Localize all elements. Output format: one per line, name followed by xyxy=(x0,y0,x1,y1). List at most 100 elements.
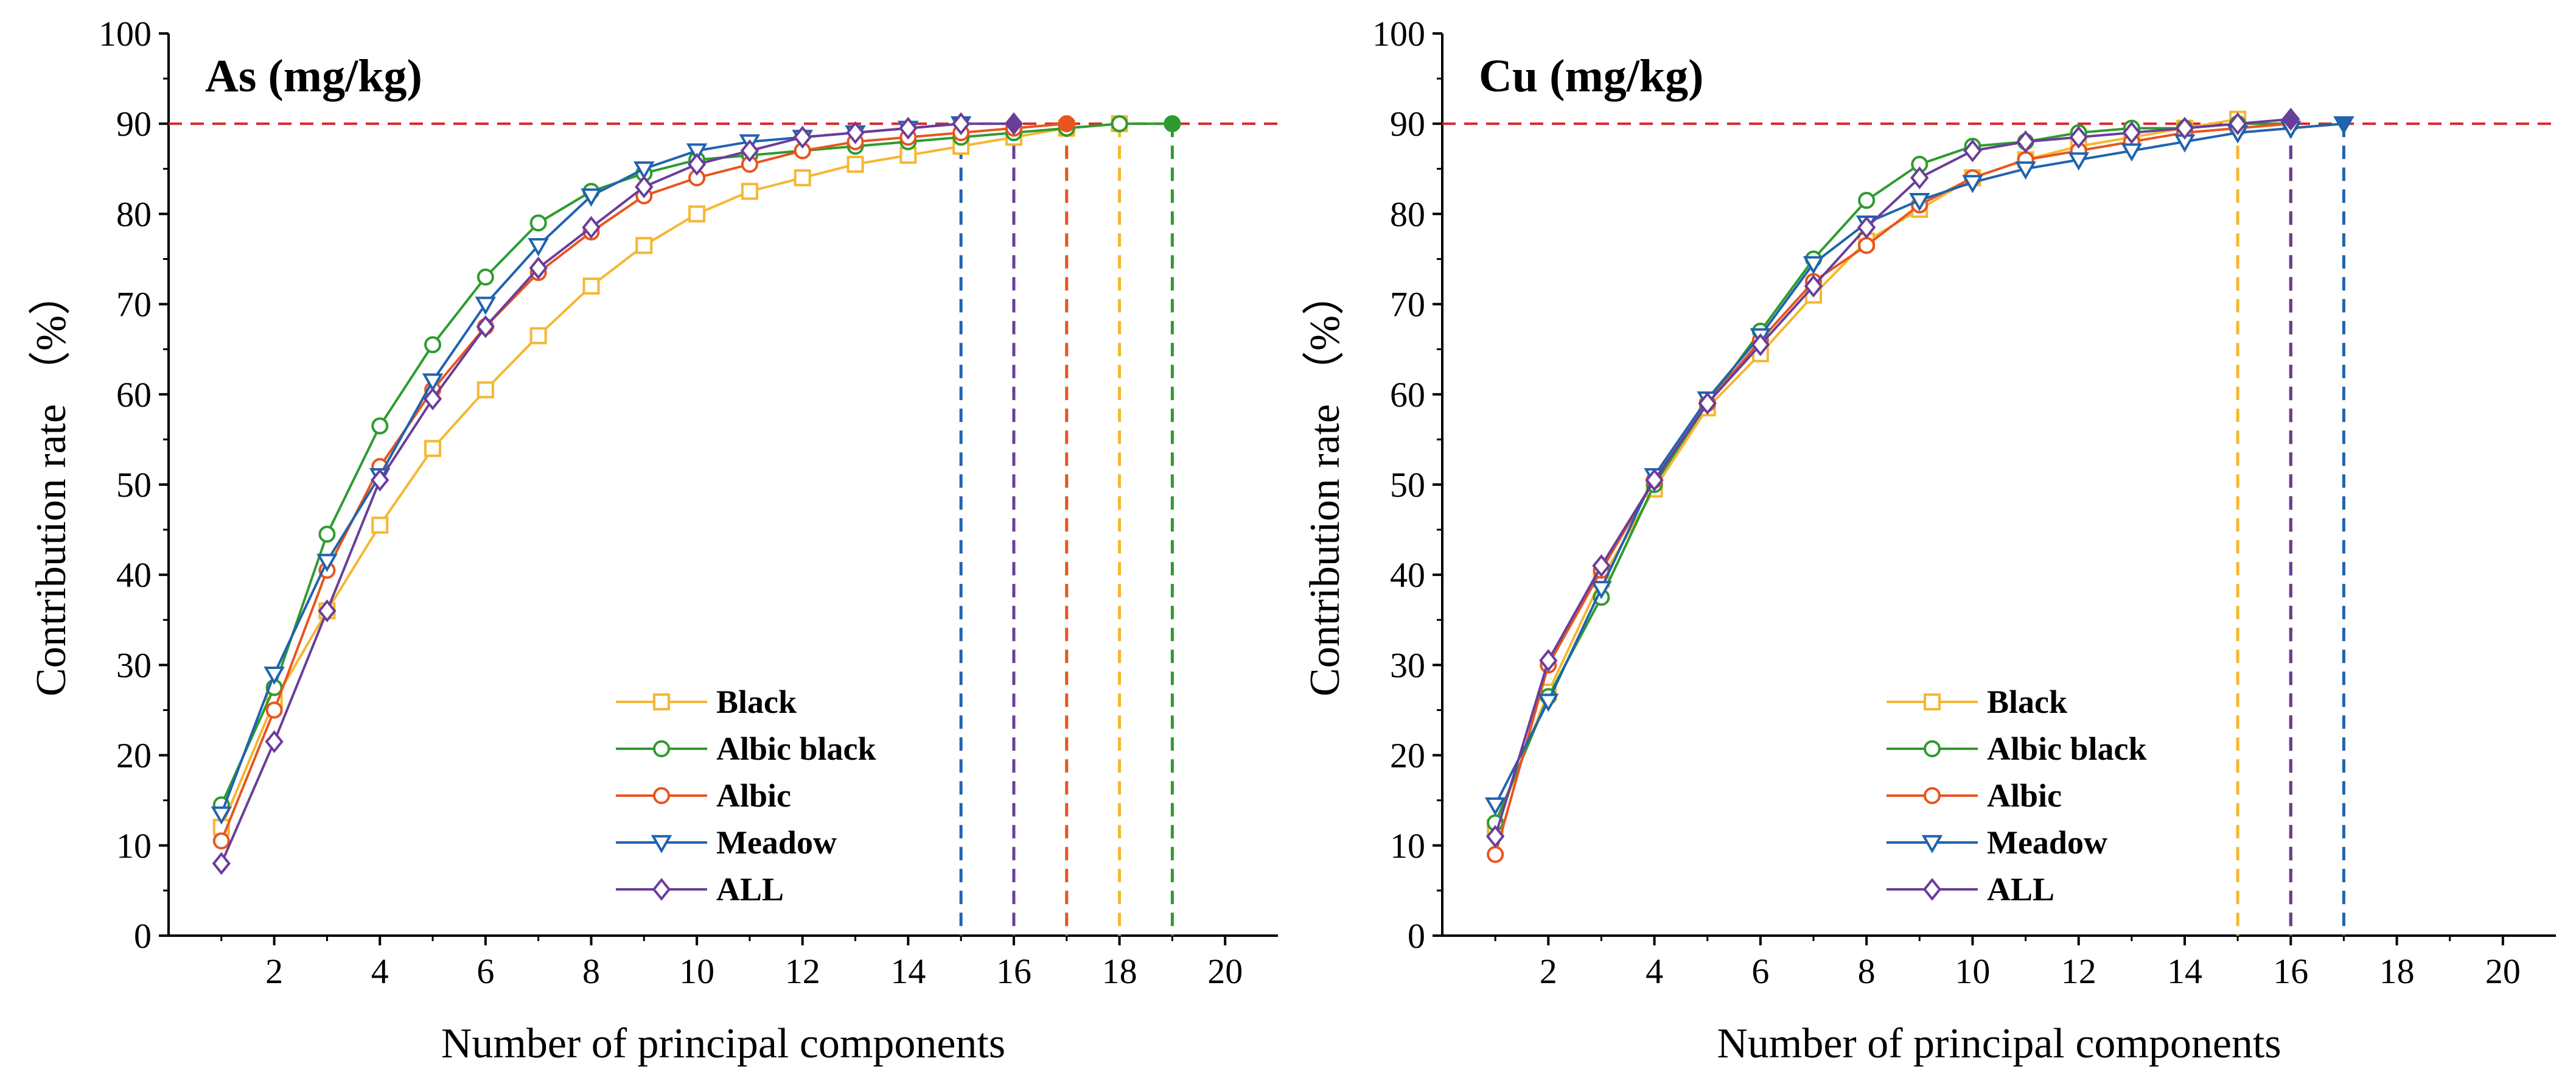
data-point xyxy=(475,296,497,315)
y-axis-title: Contribution rate （%） xyxy=(1302,273,1349,696)
data-point xyxy=(1645,468,1664,492)
data-point xyxy=(1484,797,1506,816)
data-point xyxy=(423,387,442,410)
series-all xyxy=(212,112,1024,875)
panel-title: As (mg/kg) xyxy=(205,51,422,102)
x-axis-title: Number of principal components xyxy=(441,1020,1005,1067)
x-tick-label: 6 xyxy=(1751,951,1769,991)
data-point xyxy=(1909,192,1930,211)
x-tick-label: 18 xyxy=(2379,951,2415,991)
data-point xyxy=(371,516,389,534)
data-point xyxy=(528,238,549,257)
x-tick-label: 20 xyxy=(2485,951,2521,991)
legend-label: ALL xyxy=(716,871,784,908)
x-tick-label: 8 xyxy=(582,951,600,991)
x-tick-label: 12 xyxy=(2061,951,2096,991)
x-tick-label: 10 xyxy=(679,951,714,991)
series-all xyxy=(1485,108,2300,848)
series-line xyxy=(220,122,1014,864)
data-point xyxy=(686,143,708,162)
data-point xyxy=(476,381,494,399)
data-point xyxy=(2175,116,2194,140)
y-tick-label: 20 xyxy=(116,736,152,776)
legend: Black Albic black Albic Meadow ALL xyxy=(1887,684,2147,908)
y-axis-title: Contribution rate （%） xyxy=(28,273,75,696)
x-tick-label: 16 xyxy=(2273,951,2308,991)
data-point xyxy=(634,161,655,180)
data-point xyxy=(476,315,495,338)
data-point xyxy=(741,183,758,200)
y-tick-label: 30 xyxy=(116,645,152,685)
data-point xyxy=(794,169,811,187)
data-point xyxy=(1751,333,1770,357)
y-tick-label: 100 xyxy=(1372,14,1425,54)
legend-label: Black xyxy=(1987,684,2067,720)
end-point xyxy=(1058,115,1075,132)
data-point xyxy=(1963,139,1982,163)
y-tick-label: 0 xyxy=(1408,916,1425,956)
data-point xyxy=(371,417,389,435)
y-tick-label: 60 xyxy=(116,375,152,415)
x-tick-label: 14 xyxy=(890,951,926,991)
legend-label: Meadow xyxy=(1987,824,2107,861)
legend-marker xyxy=(1924,740,1941,757)
data-point xyxy=(951,112,971,135)
data-point xyxy=(316,553,338,572)
data-point xyxy=(2016,130,2035,153)
end-point xyxy=(1005,114,1022,134)
y-tick-label: 20 xyxy=(1390,736,1425,776)
y-tick-label: 30 xyxy=(1390,645,1425,685)
data-point xyxy=(265,701,283,719)
y-tick-label: 50 xyxy=(116,465,152,505)
data-point xyxy=(793,125,812,149)
end-point xyxy=(2335,117,2353,133)
data-point xyxy=(1591,581,1612,600)
data-point xyxy=(1539,649,1558,672)
data-point xyxy=(899,116,918,140)
end-point xyxy=(1164,115,1181,132)
legend: Black Albic black Albic Meadow ALL xyxy=(616,684,876,908)
y-tick-label: 70 xyxy=(116,285,152,324)
data-point xyxy=(264,667,285,685)
y-tick-label: 40 xyxy=(116,555,152,595)
x-tick-label: 2 xyxy=(265,951,283,991)
data-point xyxy=(1485,825,1505,848)
data-point xyxy=(687,153,707,176)
data-point xyxy=(318,525,336,543)
chart-panel-1: 0 10 20 30 40 50 60 70 80 90 100 2 4 6 8 10 12 14 16 18 20 Nu… xyxy=(28,14,1278,1067)
data-point xyxy=(1698,391,1717,415)
series-albic xyxy=(212,115,1075,850)
data-point xyxy=(846,121,865,144)
data-point xyxy=(740,139,759,163)
end-point xyxy=(2283,109,2299,129)
y-tick-label: 80 xyxy=(116,194,152,234)
data-point xyxy=(212,852,231,875)
data-point xyxy=(635,175,654,198)
series-meadow xyxy=(1484,116,2354,816)
x-tick-label: 8 xyxy=(1858,951,1876,991)
data-point xyxy=(2122,121,2141,144)
data-point xyxy=(424,440,442,457)
data-point xyxy=(1111,115,1128,133)
x-tick-label: 18 xyxy=(1102,951,1137,991)
data-point xyxy=(1858,237,1876,254)
y-tick-label: 90 xyxy=(1390,104,1425,144)
data-point xyxy=(688,205,706,223)
data-point xyxy=(1962,175,1983,194)
legend-label: Albic black xyxy=(716,730,876,767)
legend-label: Albic xyxy=(1987,777,2062,814)
series-line xyxy=(1494,122,2291,855)
y-tick-label: 10 xyxy=(1390,826,1425,866)
x-tick-label: 10 xyxy=(1955,951,1990,991)
data-point xyxy=(1804,275,1823,298)
data-point xyxy=(1592,554,1611,578)
data-point xyxy=(1538,693,1559,712)
x-tick-label: 2 xyxy=(1540,951,1557,991)
legend-label: Albic xyxy=(716,777,791,814)
data-point xyxy=(212,832,230,850)
x-axis-title: Number of principal components xyxy=(1717,1020,2281,1067)
data-point xyxy=(265,730,284,754)
legend-marker xyxy=(653,740,670,757)
data-point xyxy=(318,599,337,623)
